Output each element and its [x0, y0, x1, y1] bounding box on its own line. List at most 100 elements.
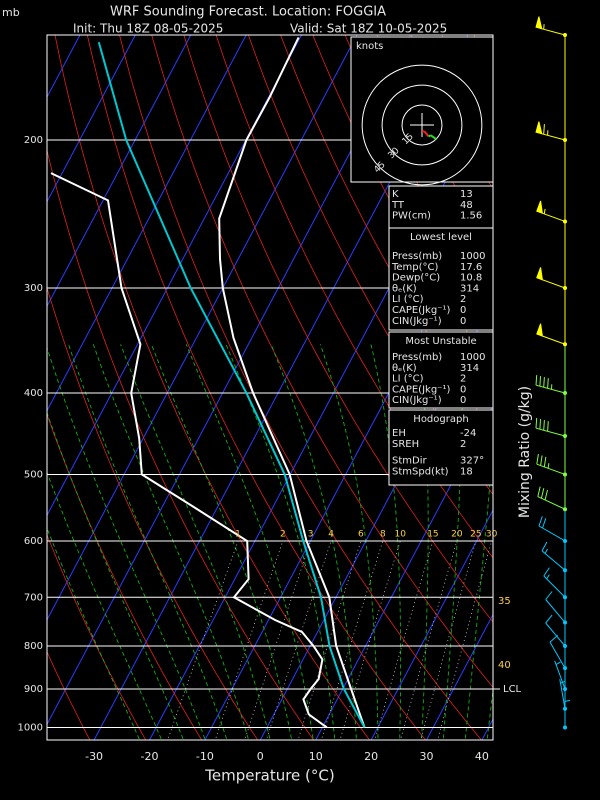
- init-time: Init: Thu 18Z 08-05-2025: [73, 22, 223, 36]
- index-panel: [388, 331, 494, 409]
- y-tick-label: 400: [24, 388, 43, 399]
- wind-station: [563, 686, 567, 691]
- panel-row-value: 48: [460, 200, 473, 211]
- panel-row-label: StmSpd(kt): [392, 466, 449, 477]
- mixing-ratio-line: [339, 540, 401, 740]
- panel-row-label: Press(mb): [392, 251, 442, 262]
- panel-row-value: 2: [460, 294, 466, 305]
- mixing-ratio-line: [320, 540, 384, 740]
- adiabat-label: 40: [498, 660, 511, 671]
- panel-row-value: 327°: [460, 456, 484, 467]
- valid-time: Valid: Sat 18Z 10-05-2025: [290, 22, 447, 36]
- panel-row-label: Temp(°C): [391, 262, 439, 273]
- moist-adiabat: [150, 344, 293, 740]
- wind-station: [563, 507, 567, 512]
- y-tick-label: 700: [24, 592, 43, 603]
- mixing-ratio-line: [265, 540, 332, 740]
- panel-row-label: K: [392, 189, 399, 200]
- dry-adiabat: [215, 35, 493, 559]
- panel-row-value: 2: [460, 374, 466, 385]
- wind-station: [563, 595, 567, 600]
- plot-background: [47, 35, 493, 740]
- x-tick-label: -30: [85, 750, 103, 763]
- wind-station: [563, 433, 567, 438]
- dry-adiabat: [47, 286, 259, 740]
- panel-row-value: 10.8: [460, 273, 482, 284]
- wind-station: [563, 138, 567, 143]
- mixing-ratio-line: [297, 540, 362, 740]
- panel-row-value: 0: [460, 395, 466, 406]
- hodograph-trace: [428, 134, 432, 138]
- panel-row-label: θₑ(K): [392, 283, 417, 294]
- x-tick-label: 20: [364, 750, 378, 763]
- panel-row-value: 0: [460, 305, 466, 316]
- mixing-ratio-line: [420, 540, 477, 740]
- adiabat-label: 35: [498, 596, 511, 607]
- x-tick-label: 40: [475, 750, 489, 763]
- hodograph-frame: [350, 36, 494, 183]
- x-tick-label: 10: [309, 750, 323, 763]
- panel-row-value: 13: [460, 189, 473, 200]
- hodograph-ring: [401, 104, 443, 146]
- y-tick-label: 1000: [18, 722, 43, 733]
- dry-adiabat: [119, 35, 482, 740]
- wind-barb: [564, 697, 571, 728]
- isotherm: [370, 508, 493, 740]
- panel-title: Most Unstable: [405, 336, 476, 347]
- wind-station: [563, 219, 567, 224]
- mixing-ratio-tick-label: 6: [358, 529, 364, 539]
- wind-barb: [545, 614, 566, 647]
- hodograph-trace: [423, 130, 430, 138]
- wind-barb: [541, 541, 566, 571]
- mixing-ratio-tick-label: 15: [427, 529, 438, 539]
- isotherm: [426, 613, 493, 740]
- x-tick-label: 0: [257, 750, 264, 763]
- panel-row-label: LI (°C): [392, 374, 424, 385]
- wind-barb: [535, 417, 566, 437]
- moist-adiabat: [68, 344, 228, 740]
- x-tick-label: -20: [141, 750, 159, 763]
- panel-row-value: 18: [460, 466, 473, 477]
- wind-station: [563, 285, 567, 290]
- wind-station: [563, 390, 567, 395]
- panel-row-label: PW(cm): [392, 211, 431, 222]
- wind-barb: [536, 267, 566, 289]
- mixing-ratio-line: [244, 540, 312, 740]
- y-tick-label: 800: [24, 641, 43, 652]
- chart-title: WRF Sounding Forecast. Location: FOGGIA: [110, 5, 386, 20]
- mixing-ratio-tick-label: 30: [486, 529, 498, 539]
- dry-adiabat: [151, 35, 493, 689]
- overlay: 1 2 3 4 6 8 10 15 20 25 30200300400500600700800900…: [18, 16, 571, 763]
- mixing-ratio-line: [167, 540, 239, 740]
- panel-row-label: LI (°C): [392, 294, 424, 305]
- dry-adiabat: [47, 148, 315, 740]
- dry-adiabat: [47, 534, 147, 740]
- panel-title: Lowest level: [410, 232, 472, 243]
- mixing-ratio-line: [374, 540, 434, 740]
- x-axis-label: Temperature (°C): [204, 767, 334, 785]
- wind-barb: [537, 486, 566, 510]
- y-unit: mb: [2, 6, 20, 19]
- hodograph-ring: [381, 84, 463, 166]
- mixing-ratio-tick-label: 1: [235, 529, 241, 539]
- panel-row-value: 0: [460, 316, 466, 327]
- wind-station: [563, 643, 567, 648]
- panel-row-value: 0: [460, 384, 466, 395]
- panel-row-value: -24: [460, 428, 476, 439]
- panel-row-value: 17.6: [460, 262, 482, 273]
- wind-barb: [536, 454, 566, 475]
- wind-barb: [535, 121, 566, 141]
- isotherm: [47, 35, 192, 308]
- index-panel: [388, 409, 494, 486]
- wind-barb: [554, 660, 566, 690]
- panel-row-label: StmDir: [392, 456, 427, 467]
- panel-row-label: CIN(Jkg⁻¹): [392, 316, 442, 327]
- mixing-ratio-tick-label: 3: [308, 529, 314, 539]
- wind-barb: [535, 16, 566, 36]
- panel-row-value: 1000: [460, 251, 485, 262]
- y-tick-label: 200: [24, 135, 43, 146]
- wind-station: [563, 568, 567, 573]
- panel-row-label: SREH: [392, 439, 419, 450]
- y-tick-label: 900: [24, 684, 43, 695]
- wind-barb: [535, 375, 566, 394]
